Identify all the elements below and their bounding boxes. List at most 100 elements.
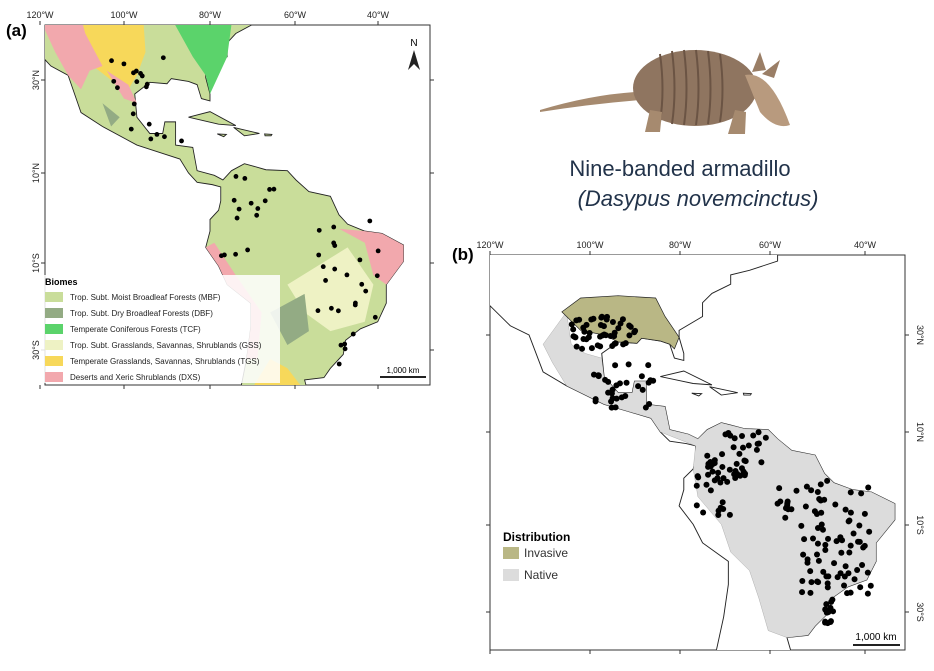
- occurrence-point: [631, 329, 638, 336]
- occurrence-point: [762, 434, 769, 441]
- occurrence-point: [818, 521, 825, 528]
- occurrence-point: [814, 540, 821, 547]
- occurrence-point: [625, 361, 632, 368]
- occurrence-point: [693, 482, 700, 489]
- occurrence-point: [822, 541, 829, 548]
- occurrence-point: [719, 499, 726, 506]
- occurrence-point: [815, 557, 822, 564]
- occurrence-point: [799, 578, 806, 585]
- occurrence-point: [731, 435, 738, 442]
- occurrence-point: [323, 278, 328, 283]
- legend-label: Temperate Grasslands, Savannas, Shrublan…: [70, 357, 260, 366]
- occurrence-point: [616, 380, 623, 387]
- occurrence-point: [336, 361, 342, 367]
- occurrence-point: [813, 551, 820, 558]
- y-tick-label: 30°S: [31, 340, 41, 360]
- occurrence-point: [864, 569, 871, 576]
- occurrence-point: [131, 101, 137, 107]
- occurrence-point: [109, 58, 114, 64]
- occurrence-point: [700, 509, 707, 516]
- occurrence-point: [823, 601, 830, 608]
- occurrence-point: [819, 526, 826, 533]
- legend-title: Biomes: [45, 277, 78, 287]
- occurrence-point: [231, 197, 237, 203]
- occurrence-point: [363, 288, 369, 294]
- occurrence-points: [109, 55, 381, 367]
- occurrence-point: [864, 590, 871, 597]
- occurrence-point: [832, 501, 839, 508]
- occurrence-point: [320, 264, 326, 270]
- occurrence-point: [267, 187, 272, 192]
- occurrence-point: [711, 477, 718, 484]
- occurrence-point: [866, 528, 873, 535]
- occurrence-point: [823, 573, 830, 580]
- occurrence-point: [755, 440, 762, 447]
- occurrence-point: [707, 463, 714, 470]
- occurrence-point: [315, 308, 321, 314]
- occurrence-point: [753, 446, 760, 453]
- occurrence-point: [162, 134, 167, 140]
- occurrence-point: [798, 522, 805, 529]
- occurrence-point: [128, 126, 134, 132]
- occurrence-point: [827, 604, 834, 611]
- occurrence-point: [776, 485, 783, 492]
- occurrence-point: [726, 511, 733, 518]
- x-tick-label: 120°W: [26, 10, 54, 20]
- species-common-name: Nine-banded armadillo: [569, 156, 790, 181]
- occurrence-point: [615, 325, 622, 332]
- y-tick-label: 10°N: [915, 422, 925, 442]
- occurrence-point: [573, 343, 580, 350]
- occurrence-point: [833, 538, 840, 545]
- occurrence-point: [138, 71, 143, 76]
- occurrence-point: [121, 61, 127, 67]
- occurrence-point: [642, 404, 649, 411]
- occurrence-point: [799, 589, 806, 596]
- y-tick-label: 30°N: [915, 325, 925, 345]
- occurrence-point: [332, 243, 338, 248]
- occurrence-point: [717, 479, 724, 486]
- occurrence-point: [845, 570, 852, 577]
- occurrence-point: [588, 345, 595, 352]
- occurrence-point: [807, 589, 814, 596]
- occurrence-point: [255, 206, 261, 211]
- occurrence-point: [807, 568, 814, 575]
- occurrence-point: [115, 85, 120, 91]
- occurrence-point: [604, 313, 611, 320]
- occurrence-point: [342, 341, 348, 347]
- occurrence-point: [130, 111, 136, 117]
- occurrence-point: [740, 444, 747, 451]
- legend-label: Trop. Subt. Grasslands, Savannas, Shrubl…: [70, 341, 262, 350]
- legend-label: Temperate Coniferous Forests (TCF): [70, 325, 201, 334]
- occurrence-point: [638, 373, 645, 380]
- occurrence-point: [338, 342, 344, 348]
- occurrence-point: [800, 551, 807, 558]
- occurrence-point: [838, 549, 845, 556]
- occurrence-point: [570, 326, 577, 333]
- legend-title: Distribution: [503, 530, 570, 544]
- legend-swatch: [45, 372, 63, 382]
- occurrence-point: [590, 371, 597, 378]
- occurrence-point: [598, 313, 605, 320]
- occurrence-point: [847, 589, 854, 596]
- occurrence-point: [717, 504, 724, 511]
- occurrence-point: [579, 345, 586, 352]
- occurrence-point: [810, 535, 817, 542]
- occurrence-point: [693, 502, 700, 509]
- legend-label: Deserts and Xeric Shrublands (DXS): [70, 373, 201, 382]
- panel-label: (a): [6, 21, 27, 40]
- occurrence-point: [597, 343, 604, 350]
- occurrence-point: [816, 496, 823, 503]
- occurrence-point: [707, 487, 714, 494]
- occurrence-point: [271, 186, 277, 192]
- occurrence-point: [372, 314, 378, 320]
- occurrence-point: [328, 305, 334, 311]
- occurrence-point: [111, 78, 117, 84]
- x-tick-label: 80°W: [199, 10, 222, 20]
- occurrence-point: [822, 547, 829, 554]
- occurrence-point: [367, 218, 373, 224]
- occurrence-point: [814, 489, 821, 496]
- occurrence-point: [758, 459, 765, 466]
- occurrence-point: [856, 538, 863, 545]
- occurrence-point: [822, 619, 829, 626]
- occurrence-point: [612, 340, 619, 347]
